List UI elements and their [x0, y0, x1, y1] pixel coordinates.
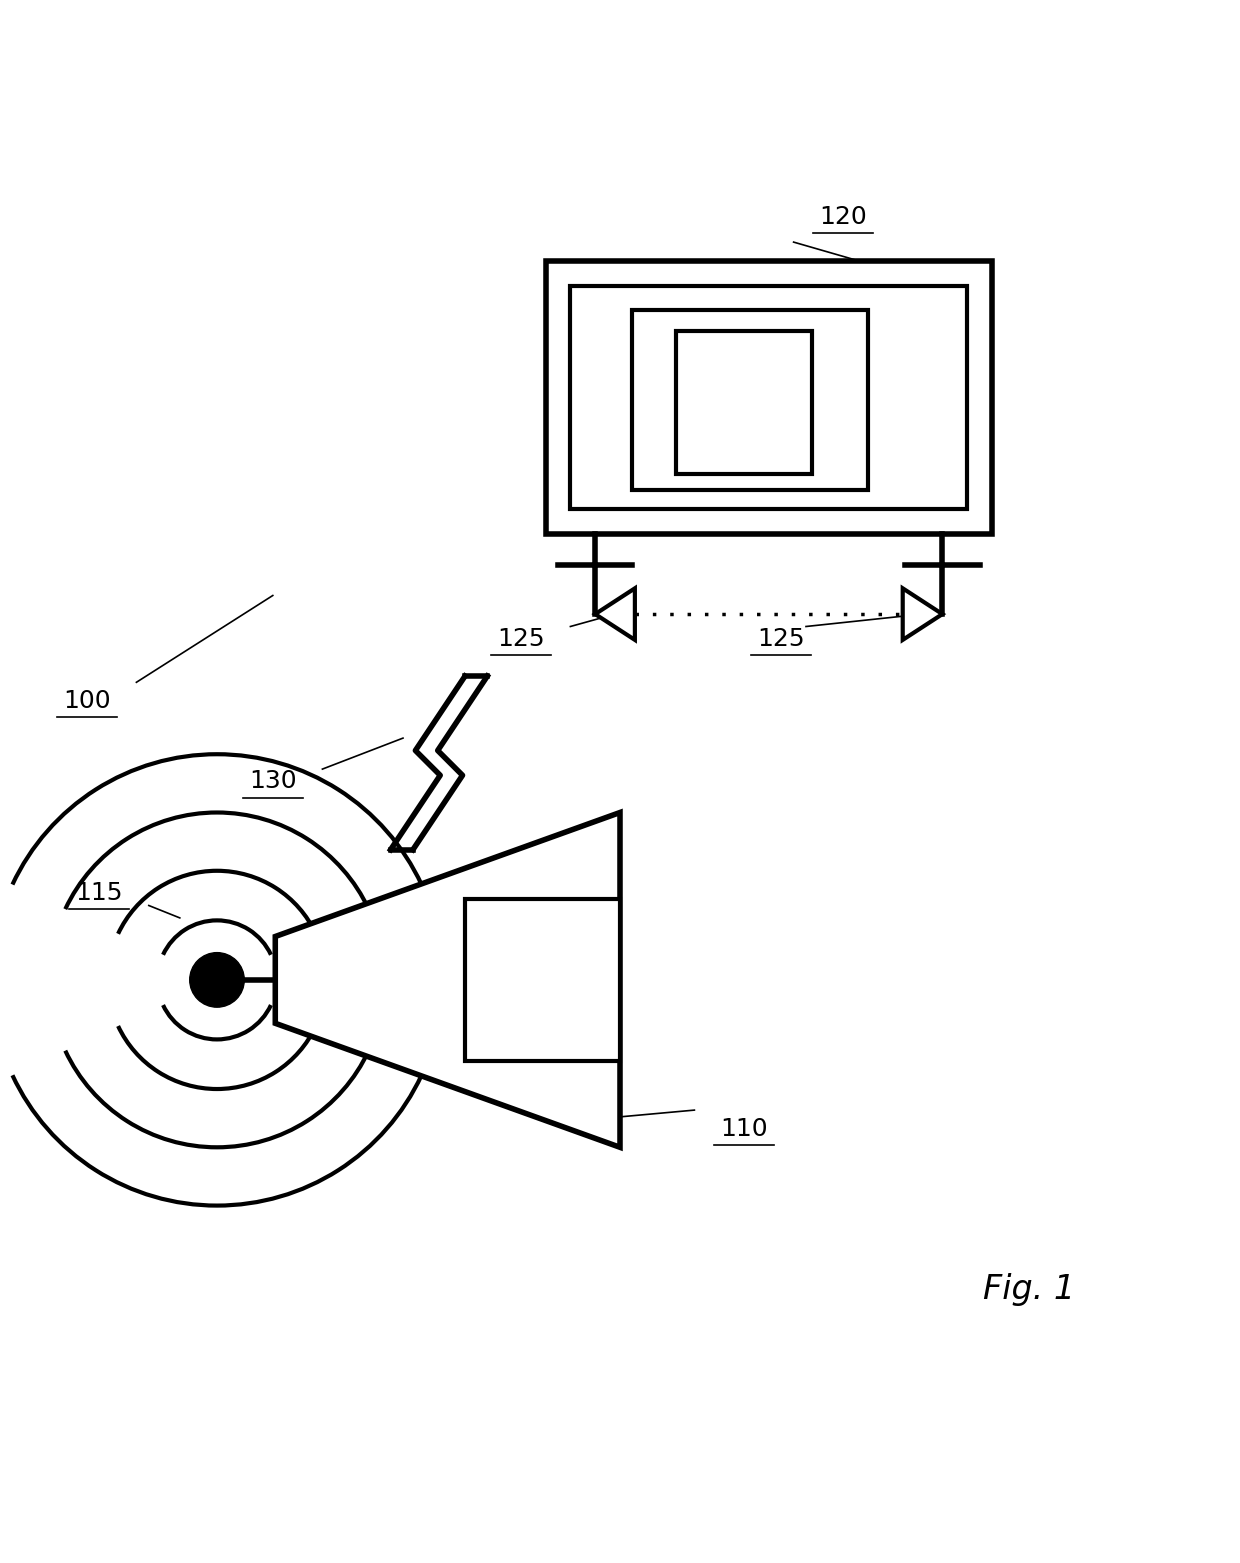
- Polygon shape: [903, 588, 942, 639]
- Text: 122: 122: [605, 400, 647, 419]
- Text: 120: 120: [820, 205, 867, 230]
- Circle shape: [190, 952, 244, 1007]
- Text: Fig. 1: Fig. 1: [983, 1274, 1075, 1307]
- Bar: [465, 899, 620, 1061]
- Bar: [676, 331, 812, 474]
- Text: 125: 125: [497, 627, 544, 650]
- Text: 115: 115: [76, 882, 123, 905]
- Text: 124: 124: [708, 394, 750, 413]
- Bar: [546, 261, 992, 533]
- Bar: [570, 286, 967, 508]
- Polygon shape: [595, 588, 635, 639]
- Text: 130: 130: [249, 769, 296, 794]
- Text: 125: 125: [758, 627, 805, 650]
- Text: 110: 110: [720, 1116, 768, 1141]
- Bar: [632, 311, 868, 491]
- Polygon shape: [275, 813, 620, 1147]
- Text: 100: 100: [63, 689, 110, 713]
- Text: 112: 112: [518, 971, 560, 989]
